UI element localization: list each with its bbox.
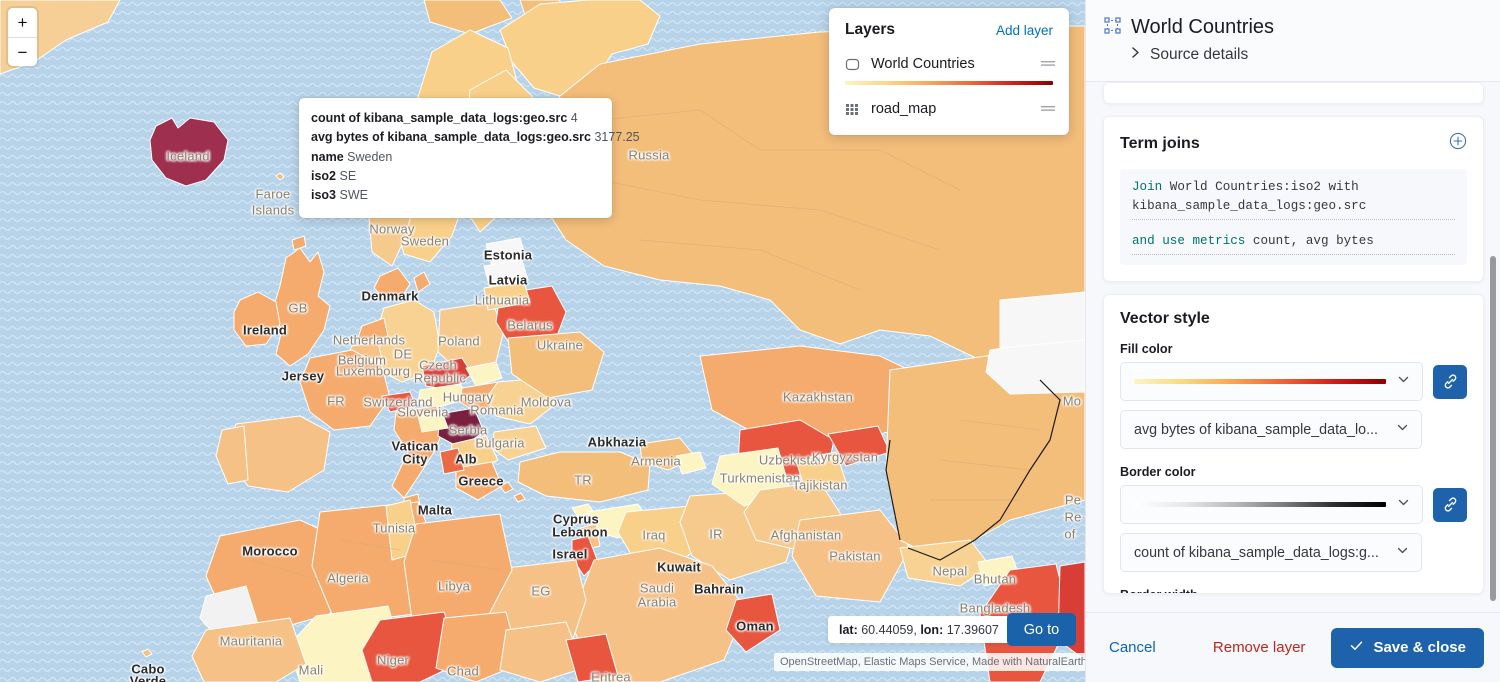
vector-style-card: Vector style Fill color bbox=[1103, 294, 1484, 594]
check-icon bbox=[1349, 638, 1364, 657]
chevron-right-icon[interactable] bbox=[1130, 46, 1141, 64]
fill-color-ramp-select[interactable] bbox=[1120, 362, 1423, 401]
layers-panel-title: Layers bbox=[845, 21, 895, 38]
tooltip-key: avg bytes of kibana_sample_data_logs:geo… bbox=[311, 130, 591, 145]
layer-drag-handle[interactable] bbox=[1041, 55, 1055, 73]
border-color-ramp-select[interactable] bbox=[1120, 485, 1423, 524]
lat-label: lat: bbox=[839, 622, 858, 637]
tooltip-key: iso2 bbox=[311, 168, 337, 183]
cancel-button[interactable]: Cancel bbox=[1103, 631, 1162, 664]
tooltip-value: SE bbox=[336, 168, 357, 183]
tooltip-value: 3177.25 bbox=[590, 130, 640, 145]
tooltip-value: SWE bbox=[336, 188, 368, 203]
map-zoom-control[interactable]: + − bbox=[8, 8, 37, 66]
partial-card-above bbox=[1103, 82, 1484, 104]
panel-title: World Countries bbox=[1131, 16, 1275, 38]
add-layer-button[interactable]: Add layer bbox=[995, 22, 1053, 38]
chevron-down-icon bbox=[1395, 420, 1410, 440]
fill-color-field-value: avg bytes of kibana_sample_data_lo... bbox=[1134, 421, 1379, 438]
term-join-line-2: and use metrics count, avg bytes bbox=[1132, 232, 1455, 255]
panel-scrollbar-thumb[interactable] bbox=[1490, 256, 1496, 601]
border-color-field-value: count of kibana_sample_data_logs:g... bbox=[1134, 544, 1379, 561]
metrics-keyword: and use metrics bbox=[1132, 234, 1246, 248]
tooltip-row: count of kibana_sample_data_logs:geo.src… bbox=[311, 109, 600, 128]
save-and-close-label: Save & close bbox=[1373, 639, 1466, 656]
coordinate-readout: lat: 60.44059, lon: 17.39607 bbox=[828, 616, 1010, 643]
term-join-line-1: Join World Countries:iso2 with kibana_sa… bbox=[1132, 178, 1455, 220]
save-and-close-button[interactable]: Save & close bbox=[1331, 627, 1484, 668]
join-expression: World Countries:iso2 with kibana_sample_… bbox=[1132, 180, 1367, 213]
term-joins-expression[interactable]: Join World Countries:iso2 with kibana_sa… bbox=[1120, 169, 1467, 265]
panel-header: World Countries Source details bbox=[1086, 0, 1500, 82]
chevron-down-icon bbox=[1395, 543, 1410, 563]
zoom-in-button[interactable]: + bbox=[8, 8, 37, 37]
tooltip-key: count of kibana_sample_data_logs:geo.src bbox=[311, 111, 568, 125]
layer-name-label: road_map bbox=[871, 101, 937, 117]
tooltip-key: name bbox=[311, 149, 344, 164]
layers-panel-header: Layers Add layer bbox=[829, 21, 1069, 49]
fill-color-gradient-swatch bbox=[1134, 379, 1386, 384]
fill-color-label: Fill color bbox=[1120, 342, 1173, 356]
tooltip-value: 4 bbox=[567, 111, 578, 125]
lon-value: 17.39607 bbox=[946, 622, 999, 637]
chevron-down-icon bbox=[1386, 495, 1411, 515]
raster-tile-icon bbox=[845, 102, 860, 117]
source-details-toggle[interactable]: Source details bbox=[1150, 46, 1249, 63]
tooltip-rows: count of kibana_sample_data_logs:geo.src… bbox=[311, 109, 640, 205]
layers-panel[interactable]: Layers Add layer World Countries bbox=[829, 8, 1069, 135]
term-joins-title: Term joins bbox=[1120, 134, 1200, 152]
zoom-out-button[interactable]: − bbox=[8, 37, 37, 66]
layer-settings-panel: World Countries Source details Term join… bbox=[1085, 0, 1500, 682]
lon-label: lon: bbox=[920, 622, 944, 637]
layer-name-label: World Countries bbox=[871, 56, 975, 72]
tooltip-row: iso2 SE bbox=[311, 167, 600, 186]
goto-button[interactable]: Go to bbox=[1007, 613, 1076, 646]
fill-color-link-button[interactable] bbox=[1433, 364, 1467, 399]
vector-style-title: Vector style bbox=[1120, 310, 1210, 327]
tooltip-row: name Sweden bbox=[311, 148, 600, 167]
layer-color-gradient-legend bbox=[845, 81, 1053, 85]
border-color-gradient-swatch bbox=[1134, 502, 1386, 507]
panel-body: Term joins Join World Countries:iso2 wit… bbox=[1086, 82, 1500, 612]
plus-circle-icon[interactable] bbox=[1449, 132, 1467, 155]
border-color-field-select[interactable]: count of kibana_sample_data_logs:g... bbox=[1120, 533, 1422, 572]
fill-color-field-select[interactable]: avg bytes of kibana_sample_data_lo... bbox=[1120, 410, 1422, 449]
term-joins-card: Term joins Join World Countries:iso2 wit… bbox=[1103, 116, 1484, 282]
tooltip-row: avg bytes of kibana_sample_data_logs:geo… bbox=[311, 128, 640, 147]
feature-tooltip: count of kibana_sample_data_logs:geo.src… bbox=[299, 98, 640, 218]
panel-scrollbar[interactable] bbox=[1488, 84, 1496, 612]
border-width-label: Border width bbox=[1120, 588, 1467, 593]
vector-shape-icon bbox=[1104, 16, 1121, 39]
remove-layer-button[interactable]: Remove layer bbox=[1207, 631, 1312, 664]
border-color-label: Border color bbox=[1120, 465, 1196, 479]
tooltip-row: iso3 SWE bbox=[311, 186, 600, 205]
join-keyword: Join bbox=[1132, 180, 1163, 194]
layer-list-item-world-countries[interactable]: World Countries bbox=[829, 49, 1069, 79]
border-color-link-button[interactable] bbox=[1433, 487, 1467, 522]
lat-value: 60.44059, bbox=[861, 622, 917, 637]
map-attribution: OpenStreetMap, Elastic Maps Service, Mad… bbox=[774, 653, 1085, 671]
vector-layer-icon bbox=[845, 57, 860, 72]
map-canvas[interactable]: Iceland Faroe Islands Norway Sweden Estonia La… bbox=[0, 0, 1085, 682]
panel-footer: Cancel Remove layer Save & close bbox=[1086, 612, 1500, 682]
layer-drag-handle[interactable] bbox=[1041, 100, 1055, 118]
tooltip-value: Sweden bbox=[343, 149, 393, 164]
tooltip-key: iso3 bbox=[311, 188, 337, 203]
chevron-down-icon bbox=[1386, 372, 1411, 392]
metrics-expression: count, avg bytes bbox=[1245, 234, 1374, 248]
layer-list-item-road-map[interactable]: road_map bbox=[829, 94, 1069, 124]
